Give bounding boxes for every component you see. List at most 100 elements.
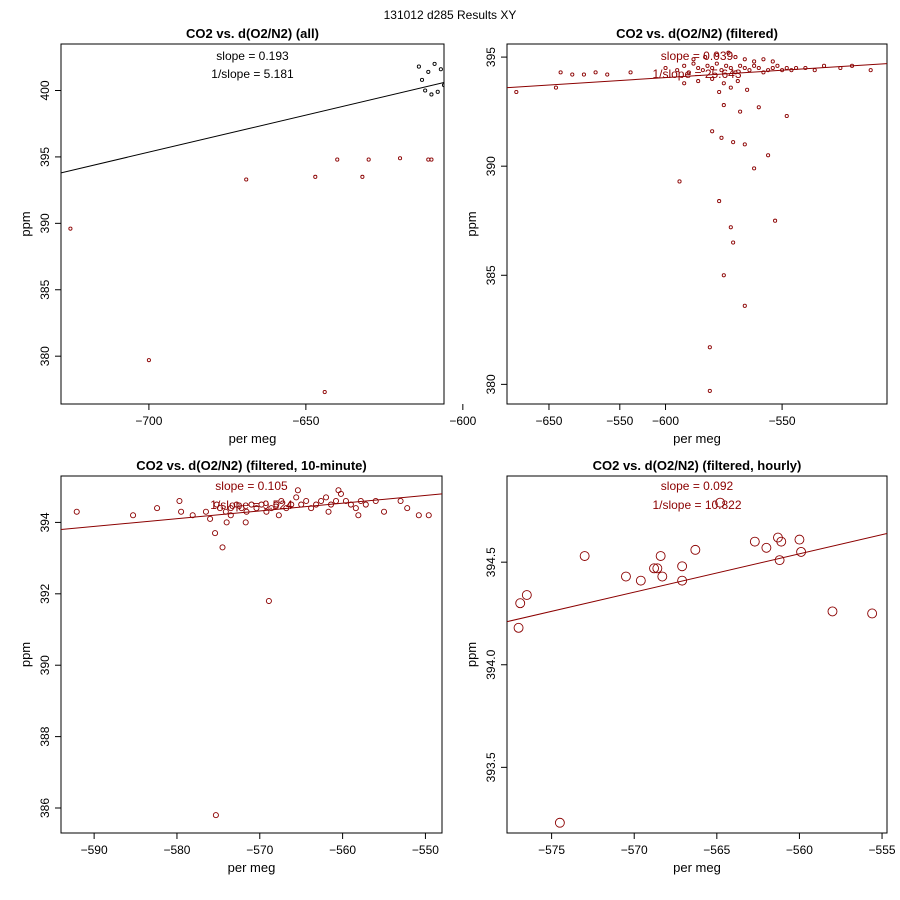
data-point <box>665 157 668 160</box>
data-point <box>452 158 455 161</box>
fit-line <box>507 532 887 623</box>
data-point <box>868 68 873 73</box>
data-point <box>303 497 310 504</box>
data-point <box>700 68 705 73</box>
y-tick-label: 394 <box>38 512 52 532</box>
data-point <box>731 240 736 245</box>
panels: CO2 vs. d(O2/N2) (all) −700 −650 −600 −550 38… <box>18 26 896 875</box>
data-point <box>483 138 486 141</box>
data-point <box>752 166 757 171</box>
data-point <box>468 119 471 122</box>
data-point <box>68 226 73 231</box>
data-point <box>784 113 789 119</box>
data-point <box>263 508 270 515</box>
data-point <box>426 157 431 162</box>
data-point <box>273 501 280 508</box>
data-point <box>691 61 696 66</box>
data-point <box>213 501 220 508</box>
series-raw <box>416 61 577 153</box>
x-tick-label: −550 <box>606 414 633 428</box>
data-point <box>562 162 565 165</box>
data-point <box>332 497 339 504</box>
data-point <box>812 68 817 73</box>
data-point <box>657 571 668 582</box>
data-point <box>362 501 369 508</box>
data-point <box>243 508 250 515</box>
data-point <box>308 505 315 512</box>
y-tick-label: 393.5 <box>484 752 498 782</box>
chart-title: CO2 vs. d(O2/N2) (filtered, 10-minute) <box>136 458 366 473</box>
data-point <box>275 512 282 519</box>
data-point <box>435 89 440 94</box>
plot-area <box>507 497 887 828</box>
data-point <box>827 606 838 617</box>
data-point <box>565 150 568 153</box>
data-point <box>552 147 555 150</box>
data-point <box>227 505 234 512</box>
data-point <box>714 52 719 57</box>
data-point <box>154 505 161 512</box>
y-tick-label: 400 <box>38 80 52 100</box>
x-tick-label: −555 <box>869 843 896 857</box>
data-point <box>682 81 687 86</box>
data-point <box>761 70 766 75</box>
data-point <box>530 161 533 164</box>
x-tick-label: −590 <box>81 843 108 857</box>
data-point <box>552 239 555 242</box>
data-point <box>640 159 643 162</box>
data-point <box>176 497 183 504</box>
data-point <box>690 544 701 555</box>
data-point <box>278 497 285 504</box>
x-tick-label: −570 <box>246 843 273 857</box>
data-point <box>568 219 571 222</box>
data-point <box>574 147 577 150</box>
data-point <box>219 544 226 551</box>
data-point <box>624 159 627 162</box>
x-tick-label: −580 <box>163 843 190 857</box>
x-tick-label: −700 <box>135 414 162 428</box>
data-point <box>521 590 532 600</box>
series-filtered <box>514 50 873 393</box>
data-point <box>686 70 691 75</box>
data-point <box>355 512 362 519</box>
data-point <box>212 812 219 819</box>
data-point <box>546 123 549 126</box>
data-point <box>742 65 747 71</box>
data-point <box>675 68 680 73</box>
y-tick-label: 390 <box>38 655 52 675</box>
x-tick-label: −565 <box>703 843 730 857</box>
data-point <box>441 83 444 88</box>
data-point <box>515 122 518 125</box>
y-tick-label: 395 <box>38 147 52 167</box>
data-point <box>360 174 365 179</box>
data-point <box>555 189 558 192</box>
data-point <box>508 102 511 105</box>
data-point <box>796 546 807 557</box>
data-point <box>652 563 663 574</box>
data-point <box>524 159 527 162</box>
data-point <box>705 63 710 68</box>
data-point <box>499 110 502 113</box>
data-point <box>461 157 464 160</box>
data-point <box>581 151 584 154</box>
data-point <box>581 171 584 174</box>
data-point <box>849 63 855 68</box>
data-point <box>549 126 552 129</box>
chart-panel-3: CO2 vs. d(O2/N2) (filtered, 10-minute) −5… <box>18 458 443 875</box>
data-point <box>677 179 682 184</box>
data-point <box>242 519 249 526</box>
y-tick-label: 386 <box>38 798 52 818</box>
data-point <box>425 512 432 519</box>
data-point <box>521 371 524 374</box>
data-point <box>438 67 443 72</box>
data-point <box>784 65 789 71</box>
data-point <box>721 81 726 86</box>
data-point <box>415 512 422 519</box>
data-point <box>288 501 295 508</box>
data-point <box>822 63 827 68</box>
inverse-slope-annotation: 1/slope = 10.822 <box>652 498 741 512</box>
data-point <box>489 94 492 97</box>
data-point <box>446 76 449 79</box>
data-point <box>562 262 565 265</box>
data-point <box>513 622 524 633</box>
